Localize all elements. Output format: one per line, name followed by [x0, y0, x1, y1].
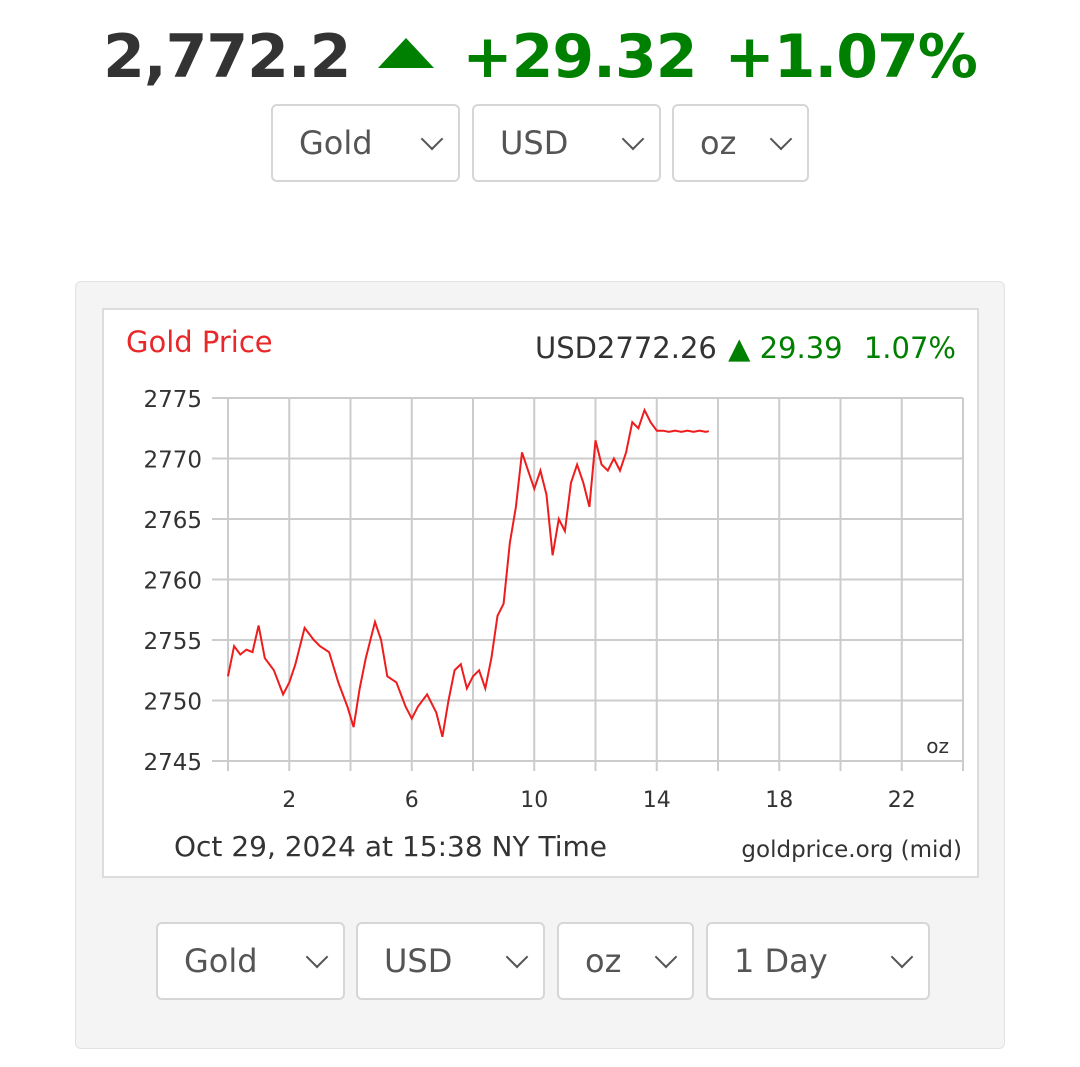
metal-select-value: Gold — [184, 942, 258, 980]
chevron-down-icon — [890, 945, 914, 969]
chart-header-change: 29.39 — [760, 331, 843, 365]
range-select-value: 1 Day — [734, 942, 828, 980]
y-tick-label: 2760 — [143, 569, 202, 595]
chart-header-change-percent: 1.07% — [864, 331, 956, 365]
price-series-line — [227, 407, 710, 738]
y-tick-label: 2750 — [143, 690, 202, 716]
chart-grid — [212, 397, 964, 771]
y-tick-label: 2755 — [143, 629, 202, 655]
metal-select-value: Gold — [299, 124, 373, 162]
y-axis-ticks: 2745 2750 2755 2760 2765 2770 2775 — [143, 387, 202, 776]
gold-price-chart: 2745 2750 2755 2760 2765 2770 2775 2 6 10 14 18 22 … — [102, 308, 979, 878]
price-change-percent: +1.07% — [724, 22, 977, 92]
chevron-down-icon — [505, 945, 529, 969]
chart-title: Gold Price — [126, 325, 273, 359]
up-triangle-icon: ▲ — [728, 331, 751, 365]
chevron-down-icon — [305, 945, 329, 969]
x-axis-ticks: 2 6 10 14 18 22 — [282, 788, 916, 813]
x-tick-label: 22 — [888, 788, 916, 813]
chevron-down-icon — [420, 127, 444, 151]
unit-select-value: oz — [585, 942, 622, 980]
arrow-up-icon — [378, 38, 435, 68]
x-tick-label: 2 — [282, 788, 296, 813]
y-tick-label: 2745 — [143, 750, 202, 776]
chevron-down-icon — [621, 127, 645, 151]
y-tick-label: 2765 — [143, 508, 202, 534]
currency-select-bottom[interactable]: USD — [356, 922, 545, 1000]
range-select[interactable]: 1 Day — [706, 922, 930, 1000]
chart-header-values: USD2772.26 ▲ 29.39 1.07% — [535, 331, 956, 365]
chart-timestamp: Oct 29, 2024 at 15:38 NY Time — [174, 830, 607, 863]
chevron-down-icon — [769, 127, 793, 151]
price-quote: 2,772.2 +29.32 +1.07% — [0, 22, 1080, 92]
current-price: 2,772.2 — [103, 22, 351, 92]
metal-select-bottom[interactable]: Gold — [156, 922, 345, 1000]
price-change: +29.32 — [462, 22, 697, 92]
unit-select-bottom[interactable]: oz — [557, 922, 694, 1000]
chart-header-price: USD2772.26 — [535, 331, 717, 365]
x-tick-label: 6 — [405, 788, 419, 813]
chart-source: goldprice.org (mid) — [741, 837, 962, 863]
x-tick-label: 18 — [765, 788, 793, 813]
unit-select-value: oz — [700, 124, 737, 162]
y-tick-label: 2775 — [143, 387, 202, 413]
y-tick-label: 2770 — [143, 448, 202, 474]
unit-select-top[interactable]: oz — [672, 104, 809, 182]
x-tick-label: 14 — [643, 788, 671, 813]
currency-select-value: USD — [384, 942, 453, 980]
unit-label: oz — [926, 734, 949, 758]
currency-select-top[interactable]: USD — [472, 104, 661, 182]
metal-select-top[interactable]: Gold — [271, 104, 460, 182]
x-tick-label: 10 — [520, 788, 548, 813]
chevron-down-icon — [654, 945, 678, 969]
currency-select-value: USD — [500, 124, 569, 162]
